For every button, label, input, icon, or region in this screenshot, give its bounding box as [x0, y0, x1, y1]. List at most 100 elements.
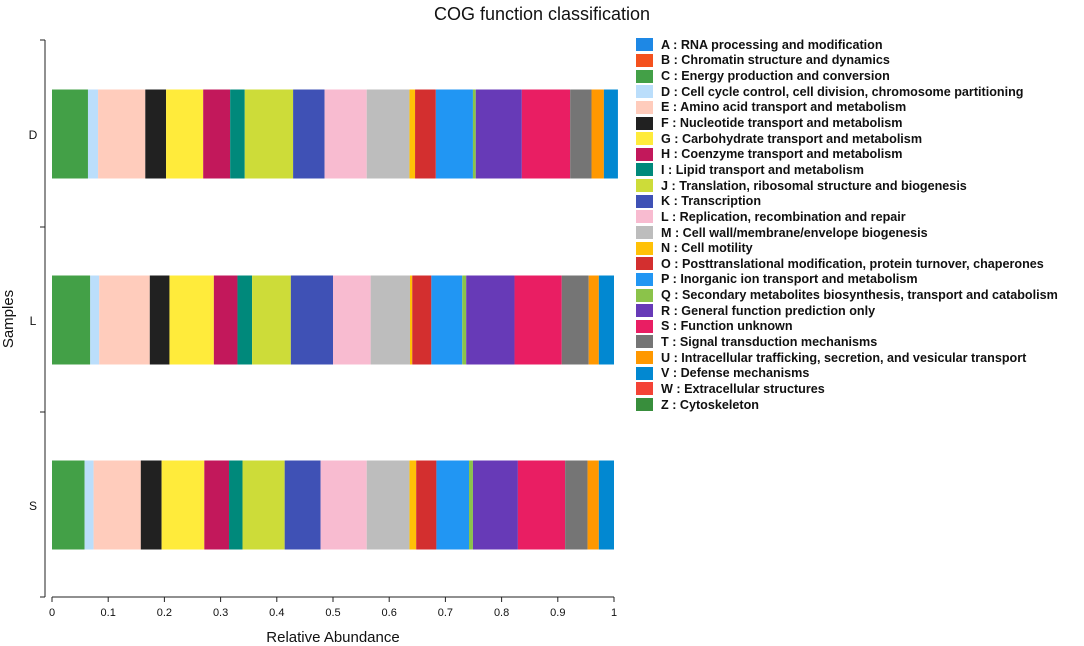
- legend-swatch: [636, 304, 653, 318]
- bar-segment-L-D: [90, 275, 100, 365]
- legend-item: L : Replication, recombination and repai…: [636, 209, 1082, 225]
- legend-item: A : RNA processing and modification: [636, 37, 1082, 53]
- bar-segment-L-T: [561, 275, 589, 365]
- legend-item: D : Cell cycle control, cell division, c…: [636, 84, 1082, 100]
- bar-segment-D-S: [521, 89, 571, 179]
- x-tick-label: 0.7: [438, 607, 453, 619]
- bars-layer: [52, 89, 618, 550]
- bar-segment-D-P: [435, 89, 473, 179]
- bar-segment-L-I: [237, 275, 253, 365]
- bar-segment-D-H: [203, 89, 231, 179]
- bar-segment-L-N: [409, 275, 413, 365]
- y-axis-label: Samples: [0, 290, 17, 348]
- legend-item: U : Intracellular trafficking, secretion…: [636, 350, 1082, 366]
- bar-segment-S-E: [93, 460, 141, 550]
- legend-item: V : Defense mechanisms: [636, 365, 1082, 381]
- bar-segment-S-T: [565, 460, 588, 550]
- x-tick-label: 0.5: [325, 607, 340, 619]
- legend-swatch: [636, 116, 653, 130]
- bar-segment-L-H: [213, 275, 238, 365]
- legend-item: M : Cell wall/membrane/envelope biogenes…: [636, 225, 1082, 241]
- chart-title: COG function classification: [434, 4, 650, 24]
- x-tick-label: 0.4: [269, 607, 284, 619]
- legend-swatch: [636, 69, 653, 83]
- legend-swatch: [636, 132, 653, 146]
- bar-segment-L-L: [333, 275, 371, 365]
- x-tick-label: 0.9: [550, 607, 565, 619]
- bar-segment-S-Q: [469, 460, 473, 550]
- legend-item: T : Signal transduction mechanisms: [636, 334, 1082, 350]
- bar-segment-S-G: [161, 460, 205, 550]
- legend-swatch: [636, 335, 653, 349]
- x-tick-label: 0.6: [382, 607, 397, 619]
- legend-item: S : Function unknown: [636, 319, 1082, 335]
- bar-segment-L-S: [514, 275, 562, 365]
- bar-segment-S-D: [84, 460, 94, 550]
- legend-item: Z : Cytoskeleton: [636, 397, 1082, 413]
- legend-item: W : Extracellular structures: [636, 381, 1082, 397]
- bar-segment-L-C: [52, 275, 91, 365]
- legend-label: K : Transcription: [661, 194, 762, 209]
- legend-label: A : RNA processing and modification: [661, 37, 883, 52]
- x-tick-label: 0.8: [494, 607, 509, 619]
- bar-segment-D-E: [98, 89, 146, 179]
- legend-swatch: [636, 257, 653, 271]
- x-tick-label: 0: [49, 607, 55, 619]
- legend-item: K : Transcription: [636, 193, 1082, 209]
- bar-segment-S-U: [587, 460, 599, 550]
- legend-label: M : Cell wall/membrane/envelope biogenes…: [661, 225, 928, 240]
- bar-segment-D-Q: [472, 89, 476, 179]
- legend-label: S : Function unknown: [661, 319, 793, 334]
- legend-label: W : Extracellular structures: [661, 381, 825, 396]
- bar-segment-D-O: [415, 89, 436, 179]
- legend-item: Q : Secondary metabolites biosynthesis, …: [636, 287, 1082, 303]
- legend-label: R : General function prediction only: [661, 303, 876, 318]
- legend-swatch: [636, 288, 653, 302]
- bar-segment-L-E: [99, 275, 150, 365]
- legend-swatch: [636, 272, 653, 286]
- legend-swatch: [636, 179, 653, 193]
- legend-item: P : Inorganic ion transport and metaboli…: [636, 272, 1082, 288]
- legend-item: I : Lipid transport and metabolism: [636, 162, 1082, 178]
- legend-label: H : Coenzyme transport and metabolism: [661, 147, 903, 162]
- bar-segment-S-I: [229, 460, 243, 550]
- bar-segment-L-Q: [462, 275, 467, 365]
- legend-label: Z : Cytoskeleton: [661, 397, 759, 412]
- bar-segment-S-R: [472, 460, 518, 550]
- legend-label: N : Cell motility: [661, 241, 753, 256]
- x-tick-label: 0.1: [101, 607, 116, 619]
- bar-segment-S-V: [598, 460, 614, 550]
- legend-label: C : Energy production and conversion: [661, 69, 890, 84]
- legend-label: V : Defense mechanisms: [661, 366, 810, 381]
- bar-segment-L-V: [598, 275, 614, 365]
- bar-segment-S-F: [140, 460, 162, 550]
- legend-label: F : Nucleotide transport and metabolism: [661, 116, 903, 131]
- bar-segment-D-T: [570, 89, 592, 179]
- bar-segment-L-K: [290, 275, 333, 365]
- legend-swatch: [636, 226, 653, 239]
- bar-segment-S-S: [517, 460, 566, 550]
- bar-segment-S-H: [204, 460, 230, 550]
- bar-segment-D-F: [145, 89, 167, 179]
- legend-label: U : Intracellular trafficking, secretion…: [661, 350, 1027, 365]
- legend-item: E : Amino acid transport and metabolism: [636, 100, 1082, 116]
- legend-swatch: [636, 366, 653, 380]
- legend-swatch: [636, 38, 653, 52]
- bar-segment-S-K: [284, 460, 321, 550]
- legend-label: Q : Secondary metabolites biosynthesis, …: [661, 288, 1058, 303]
- bar-segment-D-M: [366, 89, 410, 179]
- legend-item: F : Nucleotide transport and metabolism: [636, 115, 1082, 131]
- x-tick-label: 0.3: [213, 607, 228, 619]
- bar-segment-S-P: [436, 460, 470, 550]
- bar-segment-L-M: [370, 275, 410, 365]
- legend-item: O : Posttranslational modification, prot…: [636, 256, 1082, 272]
- legend-swatch: [636, 351, 653, 365]
- legend-item: R : General function prediction only: [636, 303, 1082, 319]
- bar-segment-S-J: [242, 460, 285, 550]
- bar-segment-D-G: [166, 89, 204, 179]
- bar-segment-D-L: [324, 89, 367, 179]
- legend-swatch: [636, 194, 653, 208]
- bar-segment-D-R: [475, 89, 522, 179]
- bar-segment-D-D: [87, 89, 99, 179]
- bar-segment-D-J: [244, 89, 294, 179]
